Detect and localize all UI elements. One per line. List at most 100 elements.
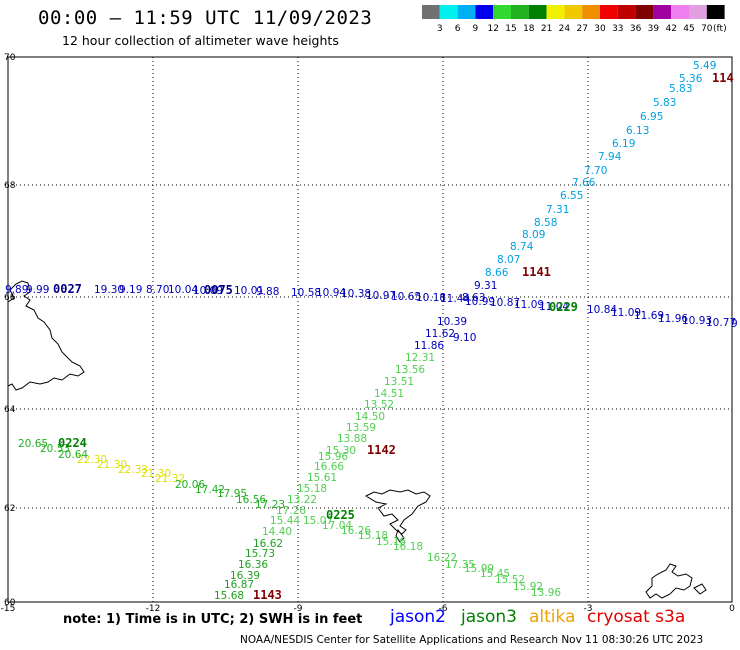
map-frame xyxy=(7,56,733,603)
swh-value: 15.30 xyxy=(326,445,356,457)
swh-value: 7.66 xyxy=(572,177,596,189)
swh-value: 15.44 xyxy=(270,515,300,527)
legend-label: 3 xyxy=(437,24,443,34)
swh-value: 10.93 xyxy=(682,315,712,327)
legend-swatch xyxy=(457,5,476,19)
pass-number: 0224 xyxy=(58,436,87,450)
swh-value: 10.58 xyxy=(291,287,321,299)
altimeter-tracks: 5.495.365.83 5.83 6.95 6.136.197.94 7.707.66… xyxy=(5,60,738,602)
legend-label: 6 xyxy=(455,24,461,34)
satellite-label: altika xyxy=(529,607,576,627)
pass-number: 1141 xyxy=(522,265,551,279)
legend-label: 24 xyxy=(559,24,571,34)
swh-value: 6.95 xyxy=(640,111,663,123)
pass-number: 1143 xyxy=(253,588,282,602)
legend-swatch xyxy=(528,5,547,19)
swh-value: 8.74 xyxy=(510,241,534,253)
legend-swatch xyxy=(617,5,636,19)
swh-value: 9.88 xyxy=(256,286,279,298)
legend-swatch xyxy=(475,5,494,19)
swh-value: 16.26 xyxy=(341,525,371,537)
swh-value: 6.55 xyxy=(560,190,583,202)
legend-label: 15 xyxy=(505,24,516,34)
swh-value: 8.66 xyxy=(485,267,509,279)
lat-label: 70 xyxy=(4,53,16,63)
swh-value: 15.92 xyxy=(513,581,543,593)
pass-labels: 0224 0225 0027 0075 0229 1141 1142 1143 114 xyxy=(53,71,734,602)
swh-value: 8.07 xyxy=(497,254,520,266)
swh-value: 15.99 xyxy=(464,563,494,575)
swh-value: 14.51 xyxy=(374,388,404,400)
legend-label: 42 xyxy=(665,24,676,34)
swh-value: 15.73 xyxy=(245,548,275,560)
satellite-label: jason2 xyxy=(390,607,446,627)
color-legend: 3 6 9 12 15 18 21 24 27 30 33 36 39 42 45 70 (ft) xyxy=(422,5,727,34)
faroe-islands xyxy=(364,489,431,543)
legend-swatch xyxy=(439,5,458,19)
swh-value: 10.04 xyxy=(168,284,198,296)
lon-label: -3 xyxy=(584,604,593,614)
swh-value: 10.77 xyxy=(706,317,736,329)
swh-value: 7.94 xyxy=(598,151,622,163)
swh-value: 10.87 xyxy=(490,297,520,309)
swh-value: 15.18 xyxy=(297,483,327,495)
legend-swatch xyxy=(582,5,600,19)
legend-label: 27 xyxy=(576,24,587,34)
swh-value: 15.96 xyxy=(318,451,348,463)
pass-number: 0229 xyxy=(549,300,578,314)
legend-swatch xyxy=(600,5,618,19)
lat-label: 66 xyxy=(4,293,16,303)
legend-label: 36 xyxy=(630,24,642,34)
swh-value: 21.32 xyxy=(155,473,185,485)
swh-value: 5.49 xyxy=(693,60,716,72)
swh-value: 11.09 xyxy=(611,307,641,319)
swh-value: 16.22 xyxy=(427,552,457,564)
credit-footer: NOAA/NESDIS Center for Satellite Applica… xyxy=(240,634,704,646)
lon-label: -12 xyxy=(146,604,161,614)
swh-value: 15.45 xyxy=(480,568,510,580)
swh-value: 10.18 xyxy=(416,292,446,304)
swh-value: 6.13 xyxy=(626,125,649,137)
swh-value: 8.63 xyxy=(462,292,485,304)
swh-value: 20.53 xyxy=(40,443,70,455)
legend-swatch xyxy=(564,5,583,19)
units-note: note: 1) Time is in UTC; 2) SWH is in fe… xyxy=(63,612,363,627)
swh-value: 15.61 xyxy=(307,472,337,484)
swh-value: 9.89 xyxy=(5,284,28,296)
swh-value: 7.70 xyxy=(584,165,607,177)
swh-value: 11.44 xyxy=(440,293,470,305)
lat-label: 62 xyxy=(4,504,15,514)
lon-label: 0 xyxy=(729,604,735,614)
swh-value: 10.09 xyxy=(193,285,223,297)
legend-label: 18 xyxy=(523,24,535,34)
swh-value: 22.30 xyxy=(77,454,107,466)
swh-value: 19.30 xyxy=(94,284,124,296)
legend-swatch xyxy=(635,5,654,19)
graticule xyxy=(8,57,732,602)
legend-label: 39 xyxy=(648,24,660,34)
lat-label: 64 xyxy=(4,405,16,415)
swh-value: 15.16 xyxy=(376,536,406,548)
swh-value: 13.51 xyxy=(384,376,414,388)
legend-label: 70 xyxy=(701,24,713,34)
lon-label: -9 xyxy=(294,604,303,614)
swh-value: 16.36 xyxy=(238,559,268,571)
legend-swatch xyxy=(671,5,689,19)
swh-value: 8.09 xyxy=(522,229,545,241)
pass-number: 114 xyxy=(712,71,734,85)
swh-value: 15.18 xyxy=(358,530,388,542)
swh-value: 17.23 xyxy=(255,499,285,511)
swh-value: 16.39 xyxy=(230,570,260,582)
pass-number: 0225 xyxy=(326,508,355,522)
swh-value: 13.59 xyxy=(346,422,376,434)
swh-value: 13.96 xyxy=(531,587,561,599)
swh-value: 15.52 xyxy=(495,574,525,586)
satellite-label: jason3 xyxy=(461,607,517,627)
swh-value: 21.30 xyxy=(141,468,171,480)
satellite-label: cryosat s3a xyxy=(587,607,686,627)
swh-value: 22.33 xyxy=(118,464,148,476)
lat-label: 68 xyxy=(4,181,16,191)
swh-value: 17.35 xyxy=(445,559,475,571)
pass-number: 1142 xyxy=(367,443,396,457)
